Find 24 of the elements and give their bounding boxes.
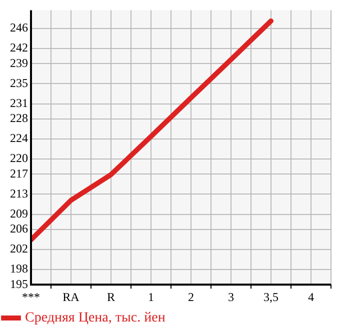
- y-tick-label: 228: [10, 111, 28, 126]
- y-tick-label: 217: [10, 166, 28, 180]
- y-tick-label: 235: [10, 76, 28, 90]
- y-tick-label: 224: [10, 131, 28, 146]
- y-tick-label: 198: [10, 262, 28, 276]
- x-tick-label: 1: [148, 290, 154, 304]
- x-tick-label: R: [106, 290, 116, 304]
- x-tick-label: RA: [62, 290, 80, 304]
- y-tick-label: 202: [10, 242, 28, 256]
- x-tick-label: 3: [228, 290, 234, 304]
- x-tick-label: 3,5: [264, 290, 278, 304]
- y-tick-label: 220: [10, 151, 28, 166]
- x-tick-label: ***: [22, 290, 40, 304]
- y-tick-label: 239: [10, 56, 28, 70]
- y-tick-label: 206: [10, 222, 28, 236]
- legend-label: Средняя Цена, тыс. йен: [25, 310, 166, 326]
- y-tick-label: 242: [10, 40, 28, 55]
- x-tick-label: 4: [308, 290, 314, 304]
- y-tick-label: 246: [10, 20, 28, 35]
- y-tick-label: 195: [10, 276, 28, 291]
- y-tick-label: 213: [10, 186, 28, 200]
- y-tick-label: 231: [10, 96, 28, 110]
- y-tick-label: 209: [10, 206, 28, 220]
- x-tick-label: 2: [188, 290, 194, 304]
